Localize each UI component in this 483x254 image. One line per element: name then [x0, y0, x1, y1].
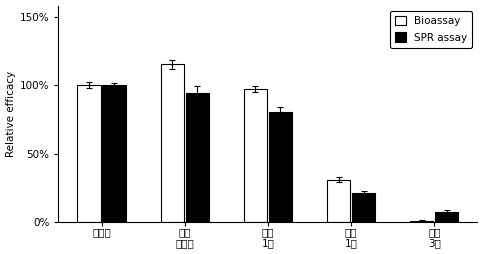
Bar	[185, 93, 209, 222]
Bar	[327, 180, 350, 222]
Bar	[77, 85, 101, 222]
Bar	[410, 221, 433, 222]
Bar	[269, 113, 292, 222]
Y-axis label: Relative efficacy: Relative efficacy	[6, 71, 15, 157]
Bar	[102, 85, 126, 222]
Bar	[244, 89, 267, 222]
Bar	[435, 213, 458, 222]
Legend: Bioassay, SPR assay: Bioassay, SPR assay	[390, 11, 472, 48]
Bar	[352, 193, 375, 222]
Bar	[161, 65, 184, 222]
